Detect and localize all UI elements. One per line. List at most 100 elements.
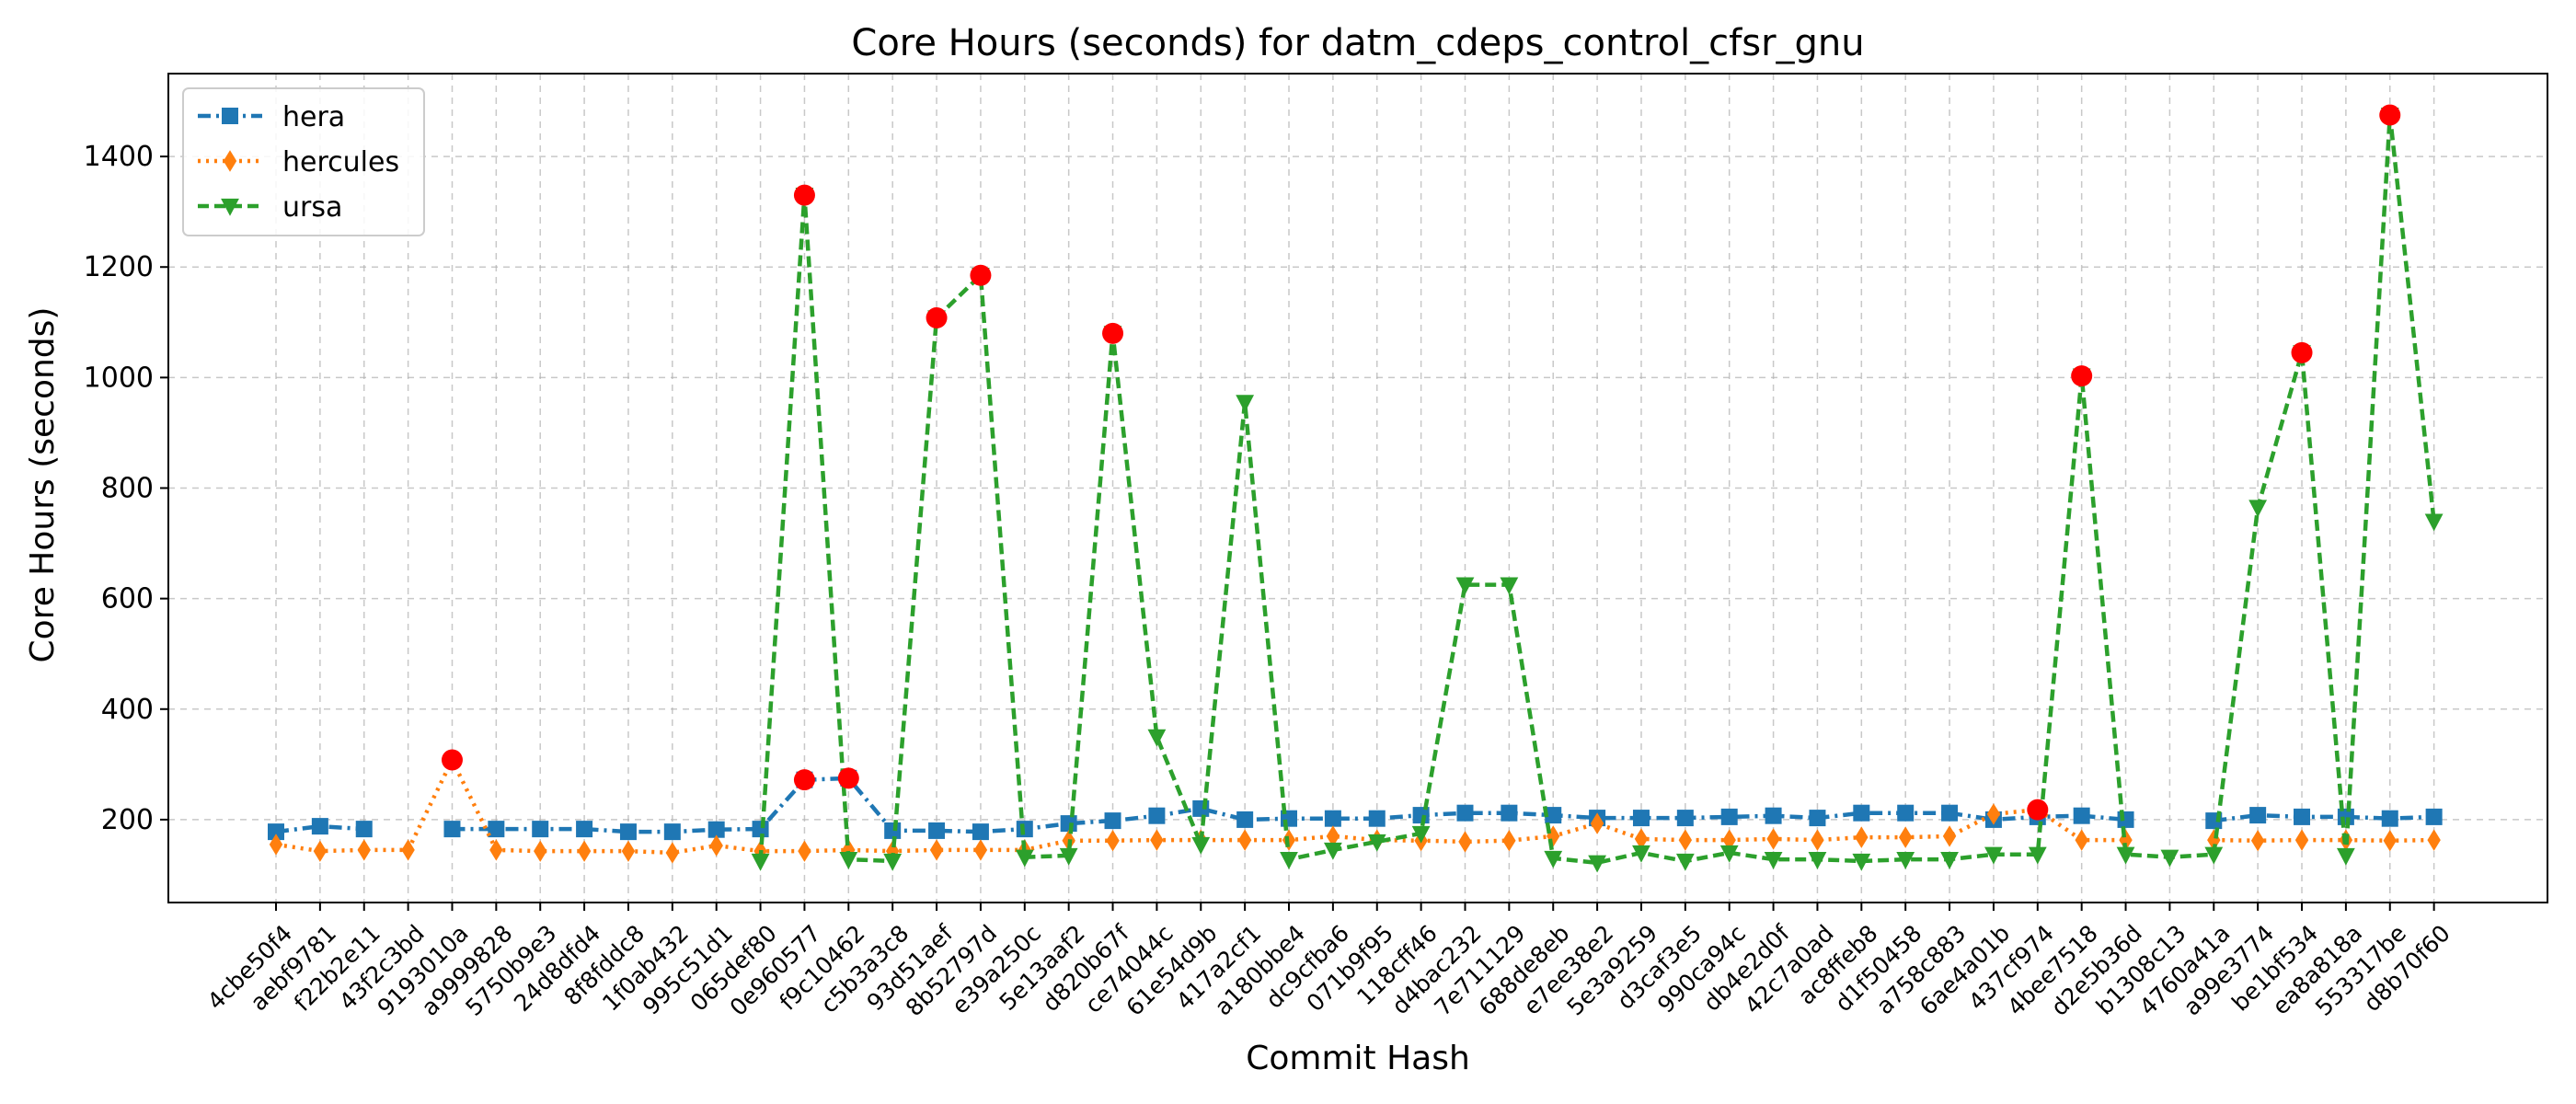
data-point-hercules [709,834,723,857]
data-point-hercules [973,839,988,861]
data-point-hercules [1106,830,1120,852]
data-point-hercules [929,839,944,861]
x-axis-title: Commit Hash [1246,1040,1470,1077]
outlier-point-ursa [2291,341,2313,363]
data-point-hera [1456,804,1474,822]
data-point-hera [1765,807,1782,824]
data-point-hercules [798,840,811,862]
data-point-ursa [1764,852,1783,869]
data-point-hera [1941,804,1959,822]
data-point-hercules [1237,829,1252,851]
data-point-hera [1897,804,1915,822]
y-tick-label: 1000 [84,362,154,394]
data-point-hera [1016,821,1033,838]
data-point-hercules [1634,828,1649,850]
data-point-hercules [885,840,900,862]
data-point-hercules [577,840,592,862]
data-point-ursa [1940,852,1959,869]
data-point-ursa [2204,846,2224,865]
x-axis: 4cbe50f4aebf9781f22b2e1143f2c3bd9193010a… [202,903,2455,1021]
data-point-hera [619,823,637,841]
data-point-ursa [2424,513,2444,532]
data-point-ursa [1632,845,1650,863]
data-point-hercules [2119,829,2133,851]
data-point-ursa [1808,852,1827,869]
data-point-hera [443,821,461,838]
data-point-hercules [1458,831,1472,853]
data-point-hercules [489,839,503,861]
outlier-markers [441,104,2401,821]
data-point-hera [488,821,505,838]
grid-lines [168,74,2547,903]
data-point-hera [1809,810,1826,827]
data-point-ursa [1500,577,1519,595]
data-point-hercules [842,839,856,861]
data-point-ursa [2336,847,2355,866]
data-point-hera [1148,807,1166,824]
data-point-hera [2294,808,2311,825]
data-point-hercules [1150,829,1164,851]
data-point-hera [707,821,725,838]
data-point-hercules [1678,829,1693,851]
outlier-point-ursa [2071,365,2093,387]
data-point-hercules [313,840,328,862]
data-point-ursa [1147,729,1167,747]
outlier-point-ursa [1102,322,1124,344]
data-point-hera [2249,807,2267,824]
y-tick-label: 1200 [84,251,154,283]
data-point-hera [2381,810,2398,827]
data-point-hera [311,818,328,835]
data-point-ursa [1896,852,1915,869]
legend-marker-hera [222,108,238,124]
data-point-ursa [1191,836,1211,855]
data-point-hera [1853,804,1870,822]
data-point-hera [1324,810,1341,827]
legend-marker-hercules [223,150,237,172]
data-point-hera [1368,810,1386,827]
data-point-ursa [751,853,770,871]
legend-label-hercules: hercules [282,146,399,178]
data-point-ursa [1367,834,1386,852]
data-point-hera [1720,808,1738,825]
data-point-hercules [401,839,415,861]
data-point-hera [2425,808,2443,825]
data-point-hera [2073,807,2090,824]
data-point-hercules [1986,803,2001,825]
data-point-hera [928,822,946,839]
data-point-hercules [269,834,283,856]
data-point-ursa [1455,577,1475,595]
y-axis: 200 400 600 800 1000 1200 1400 [84,141,168,836]
data-point-ursa [1852,853,1871,871]
data-point-hercules [665,842,680,864]
data-point-hercules [2075,829,2088,851]
y-tick-label: 200 [101,804,154,836]
data-point-hercules [2294,829,2309,851]
data-point-hercules [1766,828,1780,850]
outlier-point-ursa [970,264,992,286]
data-point-hera [1501,804,1518,822]
legend-label-hera: hera [282,101,345,133]
data-point-hera [1676,810,1694,827]
data-point-hercules [1547,825,1560,847]
data-point-hera [1236,811,1254,828]
data-point-ursa [2248,500,2268,518]
data-point-ursa [1059,847,1078,866]
data-point-ursa [1411,825,1431,844]
data-point-ursa [1588,855,1606,873]
data-point-hera [576,821,593,838]
legend-marker-ursa [221,198,239,216]
data-point-hera [663,823,681,841]
data-point-hera [1104,812,1121,830]
series-line-hera [275,776,2434,834]
outlier-point-hercules [441,749,463,771]
data-point-hercules [534,840,547,862]
series-layer [268,107,2444,873]
data-point-hercules [1942,825,1957,847]
data-point-ursa [839,852,858,869]
outlier-point-hera [837,767,859,789]
series-line-hercules [275,757,2434,856]
data-point-ursa [1984,846,2003,865]
series-line-ursa [758,112,2436,866]
